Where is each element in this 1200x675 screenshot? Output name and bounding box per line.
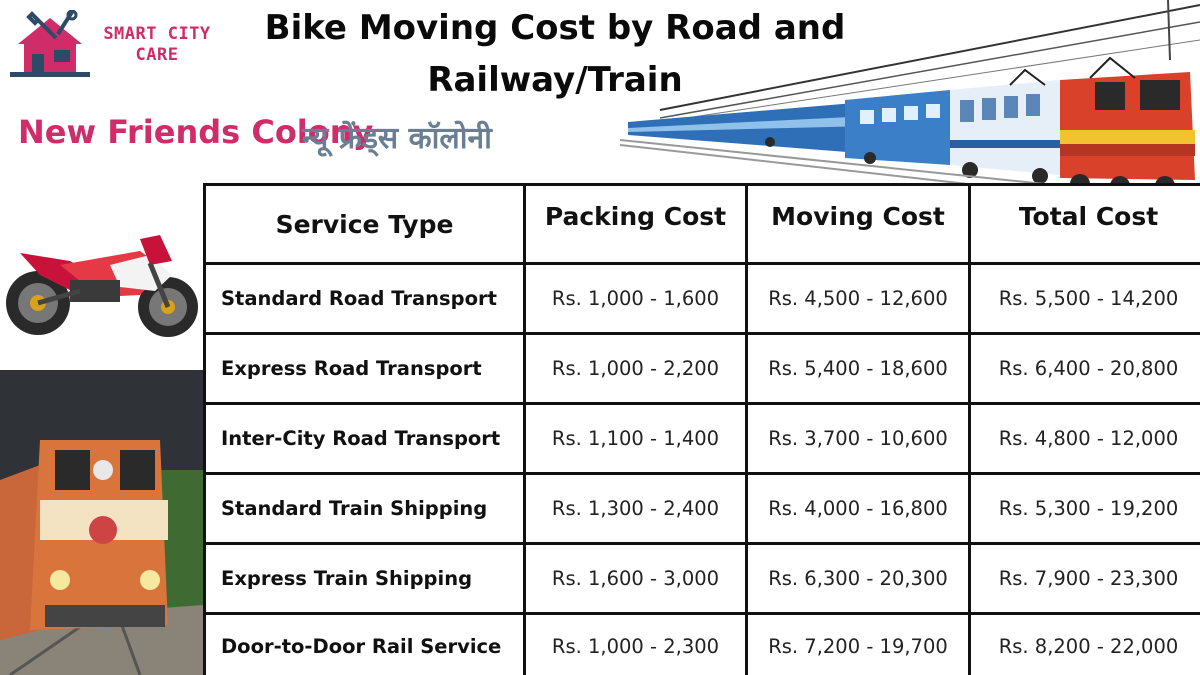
total-cost: Rs. 5,500 - 14,200 — [998, 287, 1179, 310]
total-cost: Rs. 6,400 - 20,800 — [998, 357, 1179, 380]
logo-line-1: SMART CITY — [103, 24, 211, 44]
moving-cost: Rs. 6,300 - 20,300 — [748, 545, 971, 612]
locomotive-icon — [0, 370, 203, 675]
page-title: Bike Moving Cost by Road and Railway/Tra… — [240, 2, 870, 106]
header-packing-cost: Packing Cost — [526, 186, 748, 262]
table-row: Inter-City Road Transport Rs. 1,100 - 1,… — [206, 402, 1200, 472]
service-name: Inter-City Road Transport — [206, 405, 526, 472]
logo-line-2: CARE — [135, 45, 179, 65]
total-cost: Rs. 7,900 - 23,300 — [998, 567, 1179, 590]
packing-cost: Rs. 1,000 - 2,200 — [526, 335, 748, 402]
table-row: Express Road Transport Rs. 1,000 - 2,200… — [206, 332, 1200, 402]
title-line-2: Railway/Train — [427, 60, 683, 100]
header-moving-cost: Moving Cost — [748, 186, 971, 262]
logo-text: SMART CITY CARE — [92, 24, 222, 66]
motorbike-icon — [6, 235, 198, 337]
brand-logo[interactable]: SMART CITY CARE — [10, 10, 225, 80]
locomotive-photo — [0, 370, 203, 675]
table-header-row: Service Type Packing Cost Moving Cost To… — [206, 186, 1200, 262]
total-cost: Rs. 4,800 - 12,000 — [998, 427, 1179, 450]
moving-cost: Rs. 7,200 - 19,700 — [748, 615, 971, 675]
table-row: Express Train Shipping Rs. 1,600 - 3,000… — [206, 542, 1200, 612]
service-name: Express Train Shipping — [206, 545, 526, 612]
moving-cost: Rs. 4,500 - 12,600 — [748, 265, 971, 332]
house-wrench-icon — [10, 10, 90, 77]
service-name: Standard Road Transport — [206, 265, 526, 332]
table-row: Door-to-Door Rail Service Rs. 1,000 - 2,… — [206, 612, 1200, 675]
moving-cost: Rs. 3,700 - 10,600 — [748, 405, 971, 472]
table-row: Standard Road Transport Rs. 1,000 - 1,60… — [206, 262, 1200, 332]
electric-train-icon — [620, 0, 1200, 211]
cost-table: Service Type Packing Cost Moving Cost To… — [203, 183, 1200, 675]
packing-cost: Rs. 1,000 - 2,300 — [526, 615, 748, 675]
title-line-1: Bike Moving Cost by Road and — [264, 8, 846, 48]
location-english: New Friends Colony — [18, 113, 374, 151]
location-hindi: न्यू फ्रेंड्स कॉलोनी — [302, 121, 492, 156]
service-name: Standard Train Shipping — [206, 475, 526, 542]
packing-cost: Rs. 1,100 - 1,400 — [526, 405, 748, 472]
service-name: Express Road Transport — [206, 335, 526, 402]
packing-cost: Rs. 1,000 - 1,600 — [526, 265, 748, 332]
packing-cost: Rs. 1,300 - 2,400 — [526, 475, 748, 542]
header-total-cost: Total Cost — [1018, 202, 1159, 231]
service-name: Door-to-Door Rail Service — [206, 615, 526, 675]
moving-cost: Rs. 4,000 - 16,800 — [748, 475, 971, 542]
total-cost: Rs. 8,200 - 22,000 — [998, 635, 1179, 658]
total-cost: Rs. 5,300 - 19,200 — [998, 497, 1179, 520]
header-service-type: Service Type — [206, 186, 526, 262]
packing-cost: Rs. 1,600 - 3,000 — [526, 545, 748, 612]
table-row: Standard Train Shipping Rs. 1,300 - 2,40… — [206, 472, 1200, 542]
moving-cost: Rs. 5,400 - 18,600 — [748, 335, 971, 402]
